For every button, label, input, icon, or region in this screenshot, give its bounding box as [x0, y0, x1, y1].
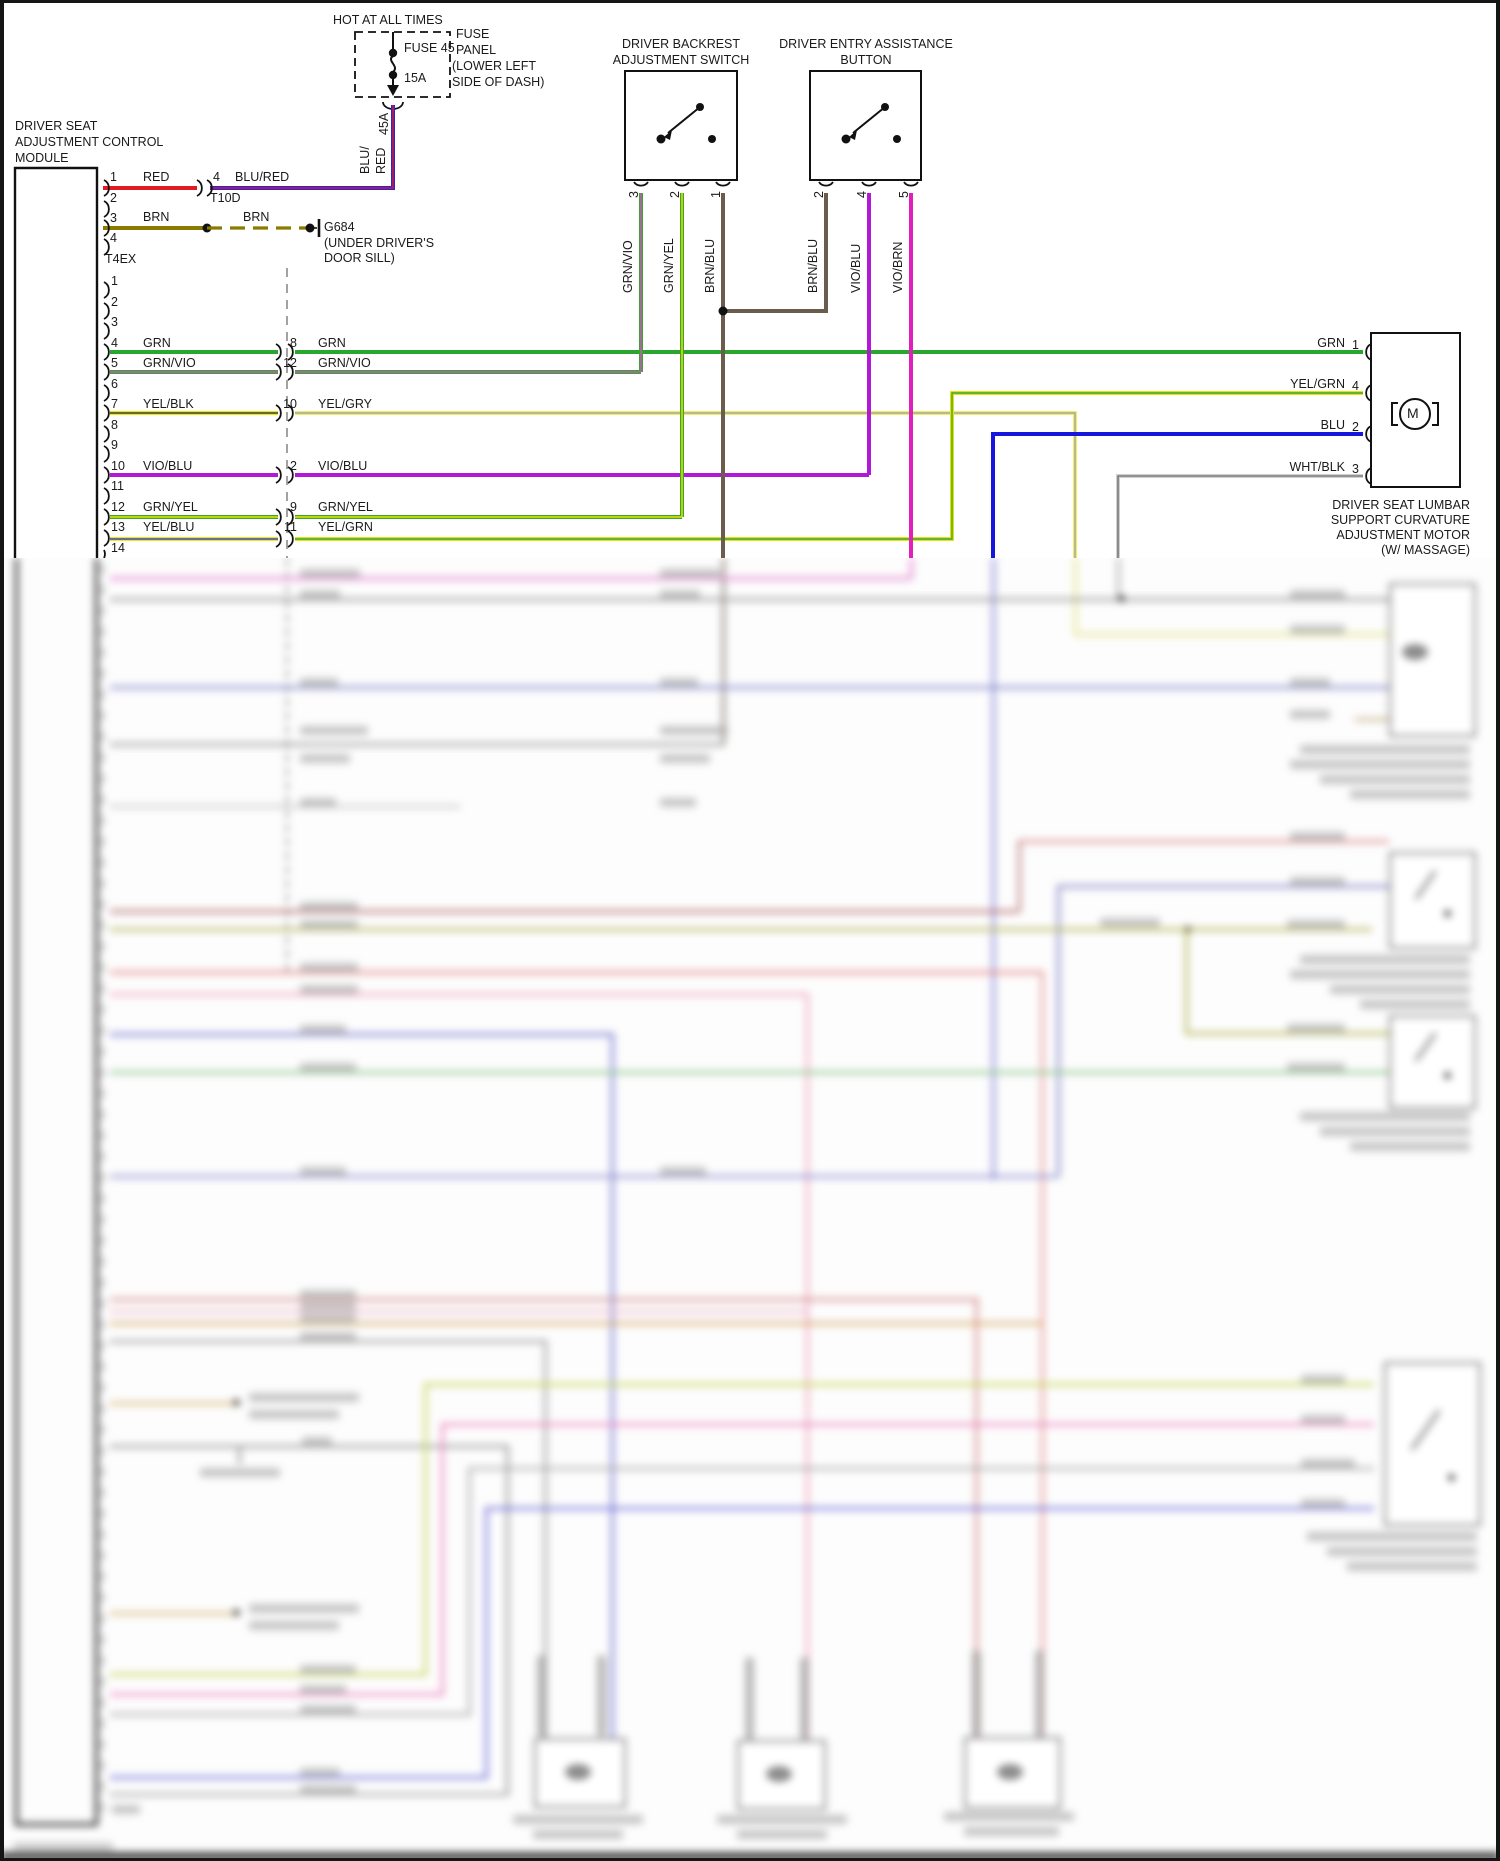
- circuit-number-label: 45A: [377, 112, 391, 135]
- motor-caption-1: DRIVER SEAT LUMBAR: [1332, 498, 1470, 512]
- p13-color: YEL/BLU: [143, 520, 195, 534]
- conn-color-10: YEL/GRY: [318, 397, 372, 411]
- fuse-rating-label: 15A: [404, 71, 427, 85]
- blurred-content: [0, 558, 1500, 1861]
- c1-pin-3: 3: [110, 211, 117, 225]
- c1-pin-4: 4: [110, 231, 117, 245]
- c2-pin-11: 11: [111, 479, 124, 493]
- motor-wire-yel-grn: YEL/GRN: [1290, 377, 1345, 391]
- conn-color-12: GRN/VIO: [318, 356, 371, 370]
- backrest-pin-3: 3: [627, 191, 641, 198]
- conn-pin-11: 11: [284, 520, 297, 534]
- motor-caption-2: SUPPORT CURVATURE: [1330, 513, 1470, 527]
- fuse-panel-line-4: SIDE OF DASH): [452, 75, 545, 89]
- motor-symbol: M: [1407, 405, 1419, 421]
- motor-pin-3: 3: [1352, 462, 1359, 476]
- c1-pin-2: 2: [110, 191, 117, 205]
- motor-caption-4: (W/ MASSAGE): [1381, 543, 1470, 557]
- p4-color: GRN: [143, 336, 171, 350]
- conn-pin-8: 8: [290, 336, 297, 350]
- motor-caption-3: ADJUSTMENT MOTOR: [1336, 528, 1470, 542]
- backrest-switch-title-2: ADJUSTMENT SWITCH: [612, 53, 750, 67]
- t10d-label: T10D: [210, 191, 241, 205]
- motor-wire-grn: GRN: [1317, 336, 1345, 350]
- module-title-line-1: DRIVER SEAT: [15, 119, 98, 133]
- c2-pin-10: 10: [111, 459, 125, 473]
- motor-pin-4: 4: [1352, 379, 1359, 393]
- backrest-pin-1: 1: [709, 191, 723, 198]
- module-title-line-3: MODULE: [15, 151, 69, 165]
- c2-pin-9: 9: [111, 438, 118, 452]
- frame-right: [1496, 0, 1500, 1861]
- entry-pin-2: 2: [812, 191, 826, 198]
- backrest-wire-grn-vio: GRN/VIO: [621, 240, 635, 293]
- p1-wire-color: RED: [143, 170, 170, 184]
- conn-color-11: YEL/GRN: [318, 520, 373, 534]
- c1-pin-1: 1: [110, 170, 117, 184]
- frame-bottom: [0, 1858, 1500, 1861]
- c2-pin-2: 2: [111, 295, 118, 309]
- entry-wire-brn-blu: BRN/BLU: [806, 238, 820, 293]
- p10-color: VIO/BLU: [143, 459, 193, 473]
- ground-wire-color: BRN: [243, 210, 270, 224]
- c2-pin-3: 3: [111, 315, 118, 329]
- hot-at-all-times-label: HOT AT ALL TIMES: [333, 13, 443, 27]
- fuse-panel-line-1: FUSE: [456, 27, 490, 41]
- ground-location-2: DOOR SILL): [324, 251, 395, 265]
- ground-location-1: (UNDER DRIVER'S: [324, 236, 435, 250]
- backrest-wire-brn-blu: BRN/BLU: [703, 238, 717, 293]
- entry-button-title-1: DRIVER ENTRY ASSISTANCE: [779, 37, 953, 51]
- fuse-panel-line-3: (LOWER LEFT: [452, 59, 537, 73]
- motor-pin-1: 1: [1352, 338, 1359, 352]
- entry-pin-5: 5: [897, 191, 911, 198]
- conn-pin-9: 9: [290, 500, 297, 514]
- motor-wire-wht-blk: WHT/BLK: [1289, 460, 1345, 474]
- c2-pin-7: 7: [111, 397, 118, 411]
- fuse-panel-line-2: PANEL: [456, 43, 497, 57]
- conn-color-8: GRN: [318, 336, 346, 350]
- conn-color-2: VIO/BLU: [318, 459, 368, 473]
- c2-pin-4: 4: [111, 336, 118, 350]
- entry-button-title-2: BUTTON: [840, 53, 892, 67]
- entry-pin-4: 4: [855, 191, 869, 198]
- motor-wire-blu: BLU: [1320, 418, 1345, 432]
- blurred-region: [0, 558, 1500, 1861]
- entry-wire-vio-blu: VIO/BLU: [849, 243, 863, 293]
- c2-pin-8: 8: [111, 418, 118, 432]
- frame-left: [0, 0, 4, 1861]
- c2-pin-13: 13: [111, 520, 125, 534]
- p5-color: GRN/VIO: [143, 356, 196, 370]
- c2-pin-1: 1: [111, 274, 118, 288]
- p12-color: GRN/YEL: [143, 500, 198, 514]
- p7-color: YEL/BLK: [143, 397, 194, 411]
- t10d-right-color: BLU/RED: [235, 170, 290, 184]
- conn-pin-12: 12: [283, 356, 297, 370]
- t10d-right-pin: 4: [213, 170, 220, 184]
- entry-wire-vio-brn: VIO/BRN: [891, 241, 905, 293]
- c2-pin-14: 14: [111, 541, 125, 555]
- conn-pin-2: 2: [290, 459, 297, 473]
- fuse-name-label: FUSE 45: [404, 41, 455, 55]
- motor-pin-2: 2: [1352, 420, 1359, 434]
- c1-connector-label: T4EX: [105, 252, 137, 266]
- wire-color-blu-label: BLU/: [358, 146, 372, 174]
- backrest-switch-title-1: DRIVER BACKREST: [621, 37, 741, 51]
- backrest-pin-2: 2: [668, 191, 682, 198]
- diagram-linework: [13, 31, 1461, 558]
- c2-pin-6: 6: [111, 377, 118, 391]
- c2-pin-5: 5: [111, 356, 118, 370]
- conn-pin-10: 10: [283, 397, 297, 411]
- ground-name: G684: [324, 220, 355, 234]
- frame-top: [0, 0, 1500, 3]
- backrest-wire-grn-yel: GRN/YEL: [662, 238, 676, 293]
- p3-wire-color: BRN: [143, 210, 170, 224]
- conn-color-9: GRN/YEL: [318, 500, 373, 514]
- wire-color-red-label: RED: [374, 147, 388, 174]
- module-title-line-2: ADJUSTMENT CONTROL: [15, 135, 164, 149]
- c2-pin-12: 12: [111, 500, 125, 514]
